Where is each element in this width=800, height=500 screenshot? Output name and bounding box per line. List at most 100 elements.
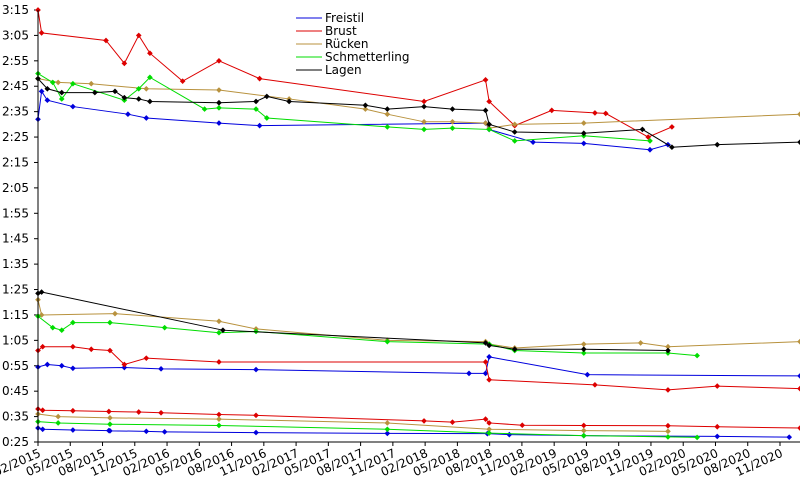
data-point xyxy=(216,416,222,422)
legend-label: Freistil xyxy=(325,11,364,25)
data-point xyxy=(665,422,671,429)
data-point xyxy=(107,421,113,428)
data-point xyxy=(220,327,226,334)
data-point xyxy=(263,115,270,121)
data-point xyxy=(584,371,591,378)
data-point xyxy=(482,370,489,377)
data-point xyxy=(714,141,721,148)
data-point xyxy=(665,387,671,393)
data-point xyxy=(580,346,587,353)
y-tick-label: 2:35 xyxy=(2,105,29,119)
y-tick-label: 3:15 xyxy=(2,3,29,17)
data-point xyxy=(482,359,489,365)
data-point xyxy=(486,342,492,349)
data-point xyxy=(421,418,427,424)
data-point xyxy=(143,428,150,435)
data-point xyxy=(384,338,391,345)
data-point xyxy=(263,93,270,100)
data-point xyxy=(121,94,128,101)
data-point xyxy=(88,346,95,353)
data-point xyxy=(714,423,721,430)
y-tick-label: 2:05 xyxy=(2,181,29,195)
data-point xyxy=(143,85,150,92)
data-point xyxy=(449,118,456,125)
data-point xyxy=(519,422,526,429)
data-point xyxy=(511,138,518,144)
data-point xyxy=(449,419,456,426)
data-point xyxy=(107,415,113,421)
series-schmetterling xyxy=(35,70,700,441)
data-point xyxy=(665,343,671,350)
data-point xyxy=(384,420,391,426)
y-tick-label: 0:45 xyxy=(2,384,29,398)
y-tick-label: 2:45 xyxy=(2,79,29,93)
y-tick-label: 1:35 xyxy=(2,257,29,271)
data-point xyxy=(112,310,118,317)
data-point xyxy=(125,111,131,118)
data-point xyxy=(286,98,292,105)
data-point xyxy=(216,422,222,429)
data-point xyxy=(216,120,222,126)
data-point xyxy=(797,139,800,145)
data-point xyxy=(797,111,800,118)
plot-area xyxy=(38,10,800,442)
data-point xyxy=(88,80,95,87)
data-point xyxy=(637,340,644,346)
legend-label: Brust xyxy=(325,24,357,38)
data-point xyxy=(694,434,700,441)
data-point xyxy=(135,85,142,92)
data-point xyxy=(592,110,598,116)
data-point xyxy=(669,124,675,130)
data-point xyxy=(548,107,555,114)
data-point xyxy=(92,89,98,96)
data-point xyxy=(511,129,518,135)
y-tick-label: 1:45 xyxy=(2,232,29,246)
y-tick-group: 3:15 3:05 2:55 2:45 2:35 2:25 2:15 2:05 1:55 1:45… xyxy=(2,3,38,449)
data-point xyxy=(179,78,186,84)
data-point xyxy=(665,428,671,435)
data-point xyxy=(449,106,456,112)
data-point xyxy=(70,319,76,326)
data-point xyxy=(580,432,587,439)
data-point xyxy=(362,106,369,112)
data-point xyxy=(121,364,128,371)
data-point xyxy=(602,110,609,117)
data-point xyxy=(580,422,587,429)
data-point xyxy=(482,107,489,114)
y-tick-label: 1:05 xyxy=(2,333,29,347)
data-point xyxy=(486,354,492,360)
data-point xyxy=(70,407,76,414)
data-point xyxy=(797,338,800,345)
data-point xyxy=(216,105,222,111)
data-point xyxy=(147,98,153,105)
data-point xyxy=(580,341,587,347)
data-point xyxy=(161,429,168,435)
data-point xyxy=(647,146,653,153)
data-point xyxy=(362,102,369,109)
data-point xyxy=(511,121,518,128)
legend-label: Lagen xyxy=(325,63,362,77)
data-point xyxy=(421,118,427,125)
data-point xyxy=(797,425,800,431)
data-point xyxy=(714,383,721,389)
data-point xyxy=(580,350,587,356)
data-point xyxy=(384,426,391,433)
data-point xyxy=(486,430,492,436)
data-point xyxy=(135,409,142,415)
data-point xyxy=(714,433,721,440)
y-tick-label: 2:25 xyxy=(2,130,29,144)
data-point xyxy=(486,426,492,433)
data-point xyxy=(216,411,222,418)
data-point xyxy=(665,434,671,440)
y-tick-label: 0:25 xyxy=(2,435,29,449)
data-point xyxy=(482,416,489,422)
y-tick-label: 1:15 xyxy=(2,308,29,322)
data-point xyxy=(70,427,76,433)
data-point xyxy=(216,87,222,93)
data-point xyxy=(580,140,587,147)
data-point xyxy=(216,329,222,336)
data-point xyxy=(592,381,598,388)
series-group xyxy=(35,7,800,441)
data-point xyxy=(384,430,391,437)
